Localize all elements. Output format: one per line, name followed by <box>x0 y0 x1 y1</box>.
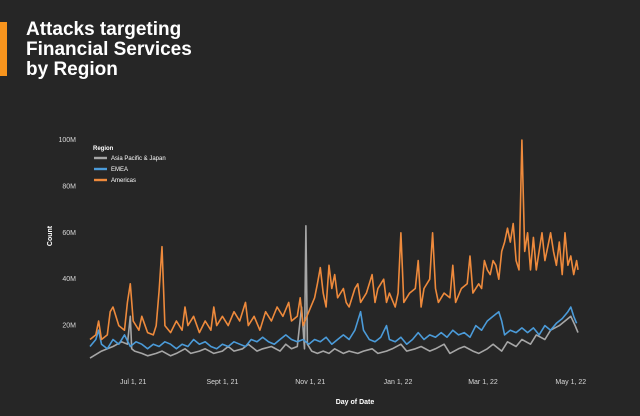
series-line-americas <box>89 139 579 341</box>
legend-label: Americas <box>111 178 136 184</box>
title-line-1: Attacks targeting <box>26 19 182 40</box>
x-tick-label: May 1, 22 <box>555 379 586 386</box>
legend: Region Asia Pacific & Japan EMEA Americas <box>93 146 166 184</box>
y-axis-label: Count <box>47 225 54 246</box>
y-tick-label: 40M <box>62 276 76 283</box>
y-tick-label: 20M <box>62 323 76 330</box>
legend-title: Region <box>93 146 114 152</box>
x-tick-label: Sept 1, 21 <box>206 379 238 386</box>
title-accent-bar <box>0 22 7 76</box>
legend-label: EMEA <box>111 167 128 173</box>
page-title: Attacks targeting Financial Services by … <box>26 20 266 80</box>
x-tick-label: Jan 1, 22 <box>384 379 413 386</box>
legend-label: Asia Pacific & Japan <box>111 156 166 162</box>
x-tick-label: Mar 1, 22 <box>468 379 498 386</box>
series-line-emea <box>89 306 578 350</box>
title-line-2: Financial Services <box>26 39 192 60</box>
y-tick-label: 100M <box>58 137 76 144</box>
series-line-asia-pacific-japan <box>89 225 579 359</box>
x-axis-label: Day of Date <box>336 399 375 406</box>
x-tick-label: Jul 1, 21 <box>120 379 147 386</box>
series-layer <box>89 139 579 359</box>
title-line-3: by Region <box>26 59 118 80</box>
y-axis-ticks: 20M 40M 60M 80M 100M <box>58 137 76 330</box>
x-axis-ticks: Jul 1, 21 Sept 1, 21 Nov 1, 21 Jan 1, 22 Mar… <box>120 379 586 386</box>
x-tick-label: Nov 1, 21 <box>295 379 325 386</box>
y-tick-label: 80M <box>62 183 76 190</box>
y-tick-label: 60M <box>62 230 76 237</box>
